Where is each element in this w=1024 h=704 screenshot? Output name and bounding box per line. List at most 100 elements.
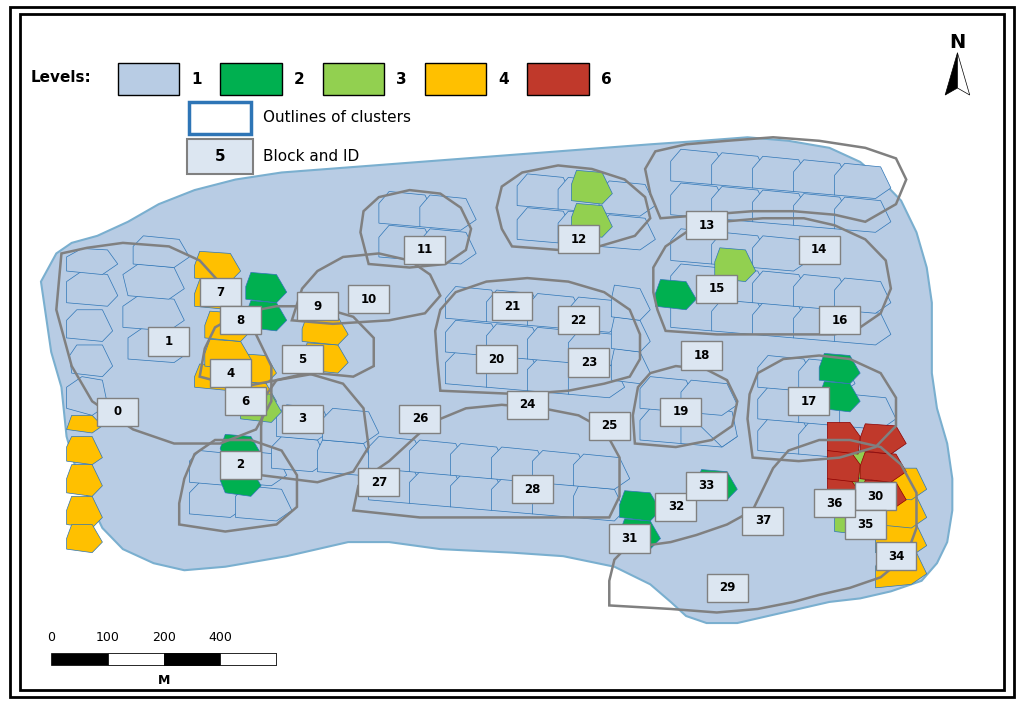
Bar [220,653,276,665]
Polygon shape [655,279,696,310]
Polygon shape [195,364,241,391]
Text: 37: 37 [755,515,771,527]
FancyBboxPatch shape [220,451,261,479]
Polygon shape [799,391,855,426]
Text: 13: 13 [698,219,715,232]
Polygon shape [686,405,737,447]
FancyBboxPatch shape [187,139,253,174]
Polygon shape [835,278,891,313]
Polygon shape [835,163,891,199]
Polygon shape [486,290,543,325]
FancyBboxPatch shape [148,327,189,356]
Polygon shape [67,436,102,465]
FancyBboxPatch shape [681,341,722,370]
FancyBboxPatch shape [819,306,860,334]
Polygon shape [302,343,348,373]
Polygon shape [835,505,876,535]
Polygon shape [236,486,292,521]
Polygon shape [681,412,737,447]
Polygon shape [369,436,425,472]
Polygon shape [230,382,276,412]
FancyBboxPatch shape [558,225,599,253]
Polygon shape [860,480,906,510]
FancyBboxPatch shape [876,542,916,570]
FancyBboxPatch shape [558,306,599,334]
Bar [220,63,282,95]
Polygon shape [230,451,287,486]
Polygon shape [568,363,625,398]
Text: 2: 2 [294,72,304,87]
Text: 30: 30 [867,490,884,503]
Polygon shape [379,225,435,260]
Text: Levels:: Levels: [31,70,91,85]
Polygon shape [835,477,876,507]
Text: 7: 7 [216,286,224,298]
Polygon shape [571,170,612,204]
Polygon shape [527,294,584,329]
Polygon shape [876,524,927,556]
Polygon shape [410,440,466,475]
FancyBboxPatch shape [686,211,727,239]
Polygon shape [671,264,727,299]
Polygon shape [369,468,425,503]
Text: 6: 6 [242,395,250,408]
Polygon shape [302,315,348,345]
Text: 9: 9 [313,300,322,313]
Polygon shape [799,422,855,458]
Polygon shape [517,208,573,243]
Text: N: N [949,33,966,51]
Text: 12: 12 [570,233,587,246]
Text: 14: 14 [811,244,827,256]
Polygon shape [835,197,891,232]
Polygon shape [445,287,502,322]
FancyBboxPatch shape [655,493,696,521]
FancyBboxPatch shape [282,405,323,433]
Polygon shape [67,249,118,275]
Text: 34: 34 [888,550,904,562]
Polygon shape [123,264,184,299]
Polygon shape [671,296,727,331]
Polygon shape [794,275,850,310]
Polygon shape [611,285,650,320]
Polygon shape [712,268,768,303]
FancyBboxPatch shape [660,398,701,426]
Polygon shape [486,356,543,391]
Text: 23: 23 [581,356,597,369]
Text: 22: 22 [570,314,587,327]
Polygon shape [451,475,507,510]
Text: 32: 32 [668,501,684,513]
FancyBboxPatch shape [210,359,251,387]
FancyBboxPatch shape [399,405,440,433]
Polygon shape [568,297,625,332]
Polygon shape [558,177,614,213]
Polygon shape [876,553,927,588]
Polygon shape [492,479,548,514]
FancyBboxPatch shape [200,278,241,306]
Polygon shape [558,211,614,246]
Polygon shape [527,359,584,394]
Polygon shape [696,470,737,500]
Polygon shape [957,53,970,95]
Text: 28: 28 [524,483,541,496]
FancyBboxPatch shape [814,489,855,517]
Text: 0: 0 [114,406,122,418]
Polygon shape [835,448,876,479]
Polygon shape [753,236,809,271]
Polygon shape [640,408,696,444]
Polygon shape [860,424,906,454]
FancyBboxPatch shape [225,387,266,415]
FancyBboxPatch shape [297,292,338,320]
Polygon shape [681,380,737,415]
Polygon shape [420,229,476,264]
Text: 21: 21 [504,300,520,313]
FancyBboxPatch shape [476,345,517,373]
Polygon shape [876,468,927,500]
Text: 5: 5 [215,149,225,164]
Bar [51,653,276,665]
Polygon shape [67,271,118,306]
Polygon shape [205,339,251,370]
Text: 3: 3 [298,413,306,425]
Text: 27: 27 [371,476,387,489]
Polygon shape [195,251,241,282]
Polygon shape [379,191,435,227]
